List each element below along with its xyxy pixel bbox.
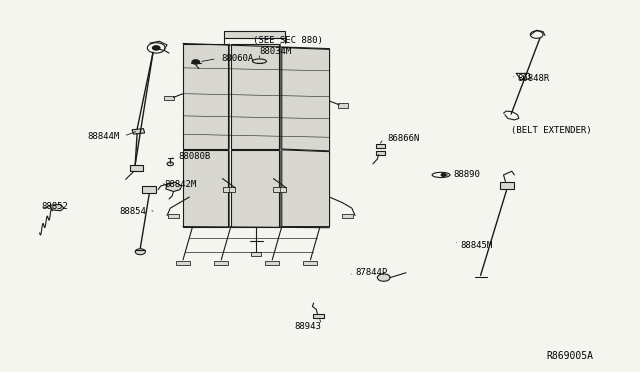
Bar (130, 165, 143, 171)
Circle shape (378, 274, 390, 281)
Bar (313, 314, 324, 318)
Polygon shape (231, 44, 278, 149)
Bar (265, 260, 279, 265)
Bar (376, 151, 385, 155)
Text: 88844M: 88844M (88, 132, 120, 141)
Text: (SEE SEC 880): (SEE SEC 880) (253, 36, 323, 45)
Bar (168, 214, 179, 218)
Circle shape (192, 60, 200, 64)
Text: 86866N: 86866N (387, 134, 419, 142)
Bar (342, 214, 353, 218)
Text: 88852: 88852 (41, 202, 68, 211)
Bar (273, 187, 286, 192)
Polygon shape (183, 44, 228, 149)
Bar (164, 96, 174, 100)
Circle shape (167, 162, 173, 166)
Text: 88890: 88890 (454, 170, 481, 179)
Bar (214, 260, 228, 265)
Polygon shape (282, 48, 330, 151)
Text: 87844P: 87844P (355, 268, 387, 277)
Text: 88845M: 88845M (460, 241, 492, 250)
Circle shape (135, 249, 145, 255)
Bar (142, 186, 156, 193)
Polygon shape (166, 182, 182, 192)
Bar (176, 260, 190, 265)
Polygon shape (231, 150, 278, 227)
Text: 88060A: 88060A (221, 54, 253, 63)
Bar (500, 182, 514, 189)
Text: 88943: 88943 (294, 322, 321, 331)
Polygon shape (50, 205, 64, 211)
Polygon shape (225, 31, 285, 38)
Text: (BELT EXTENDER): (BELT EXTENDER) (511, 126, 592, 135)
Bar (251, 253, 261, 256)
Polygon shape (183, 150, 228, 227)
Text: 88842M: 88842M (164, 180, 196, 189)
Bar (303, 260, 317, 265)
Circle shape (152, 46, 160, 50)
Bar (132, 129, 145, 134)
Text: 86848R: 86848R (518, 74, 550, 83)
Bar (223, 187, 236, 192)
Bar (338, 103, 348, 108)
Text: 88034M: 88034M (259, 47, 292, 56)
Text: 88080B: 88080B (179, 152, 211, 161)
Text: R869005A: R869005A (546, 351, 593, 361)
Text: 88854: 88854 (119, 207, 146, 217)
Bar (376, 144, 385, 148)
Circle shape (441, 173, 446, 176)
Polygon shape (282, 150, 330, 227)
